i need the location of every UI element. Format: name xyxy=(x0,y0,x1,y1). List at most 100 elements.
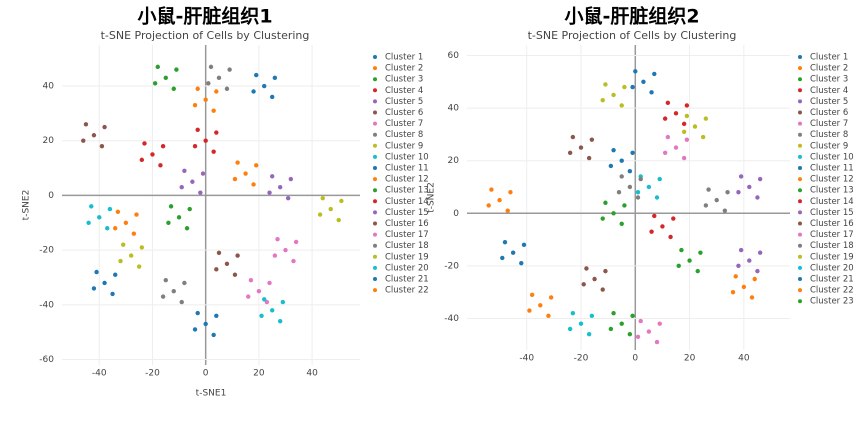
legend-item[interactable]: Cluster 11 xyxy=(798,164,854,174)
legend-item[interactable]: Cluster 22 xyxy=(373,286,429,296)
x-tick-label: 20 xyxy=(684,354,696,364)
point xyxy=(216,250,222,256)
legend-item[interactable]: Cluster 14 xyxy=(373,197,429,207)
point xyxy=(519,261,524,266)
legend-item[interactable]: Cluster 11 xyxy=(373,164,429,174)
point xyxy=(155,64,160,70)
point xyxy=(652,71,657,77)
legend-marker xyxy=(798,188,802,193)
legend-item[interactable]: Cluster 19 xyxy=(798,252,854,262)
legend-marker xyxy=(798,154,802,159)
legend-marker xyxy=(373,221,377,226)
point xyxy=(567,326,573,332)
point xyxy=(706,187,711,192)
point xyxy=(508,190,513,195)
point xyxy=(700,134,706,140)
legend-item[interactable]: Cluster 16 xyxy=(373,219,429,229)
y-axis-label: t-SNE2 xyxy=(427,182,437,213)
legend-marker xyxy=(373,99,377,104)
legend-label: Cluster 17 xyxy=(810,230,854,240)
point xyxy=(262,297,267,302)
legend-item[interactable]: Cluster 20 xyxy=(373,263,429,273)
point xyxy=(267,280,272,286)
legend-item[interactable]: Cluster 16 xyxy=(798,219,854,229)
point xyxy=(622,84,627,90)
legend-label: Cluster 22 xyxy=(810,286,854,296)
point xyxy=(671,216,676,221)
point xyxy=(486,203,491,208)
legend-item[interactable]: Cluster 15 xyxy=(798,208,854,218)
point xyxy=(224,261,230,267)
legend-label: Cluster 7 xyxy=(810,119,848,129)
point xyxy=(630,84,635,90)
x-tick-label: -40 xyxy=(92,369,107,379)
legend-item[interactable]: Cluster 20 xyxy=(798,263,854,273)
legend-label: Cluster 18 xyxy=(810,241,854,251)
point xyxy=(275,236,280,242)
point xyxy=(654,339,660,345)
legend-item[interactable]: Cluster 21 xyxy=(798,275,854,285)
legend-item[interactable]: Cluster 12 xyxy=(373,175,429,185)
point xyxy=(654,195,660,200)
point xyxy=(619,221,624,226)
legend-item[interactable]: Cluster 8 xyxy=(798,130,848,140)
legend-item[interactable]: Cluster 9 xyxy=(798,141,848,151)
legend-label: Cluster 9 xyxy=(385,141,423,151)
legend-label: Cluster 19 xyxy=(810,252,854,262)
legend-item[interactable]: Cluster 2 xyxy=(798,64,848,74)
y-tick-label: 40 xyxy=(448,104,460,114)
legend-item[interactable]: Cluster 5 xyxy=(798,97,848,107)
legend-item[interactable]: Cluster 12 xyxy=(798,175,854,185)
legend-marker xyxy=(373,254,377,259)
legend-item[interactable]: Cluster 10 xyxy=(373,152,429,162)
y-tick-label: 20 xyxy=(43,136,55,146)
point xyxy=(619,321,624,326)
legend-item[interactable]: Cluster 13 xyxy=(373,186,429,196)
point xyxy=(722,208,728,213)
legend-item[interactable]: Cluster 3 xyxy=(798,75,848,85)
legend-label: Cluster 5 xyxy=(810,97,848,107)
legend-item[interactable]: Cluster 15 xyxy=(373,208,429,218)
point xyxy=(749,295,755,300)
point xyxy=(254,163,259,168)
point xyxy=(81,138,86,143)
legend-item[interactable]: Cluster 1 xyxy=(373,53,423,63)
point xyxy=(660,224,665,229)
legend-item[interactable]: Cluster 17 xyxy=(798,230,854,240)
legend-item[interactable]: Cluster 18 xyxy=(798,241,854,251)
point xyxy=(139,157,145,163)
legend-item[interactable]: Cluster 8 xyxy=(373,130,423,140)
point xyxy=(649,229,654,234)
legend-item[interactable]: Cluster 10 xyxy=(798,152,854,162)
legend-item[interactable]: Cluster 9 xyxy=(373,141,423,151)
legend-marker xyxy=(798,166,802,170)
point xyxy=(586,332,592,337)
legend-item[interactable]: Cluster 4 xyxy=(373,86,423,96)
legend-item[interactable]: Cluster 23 xyxy=(798,297,854,307)
point xyxy=(676,263,681,269)
legend-item[interactable]: Cluster 2 xyxy=(373,64,423,74)
point xyxy=(578,145,584,150)
legend-item[interactable]: Cluster 18 xyxy=(373,241,429,251)
point xyxy=(269,94,275,100)
legend-item[interactable]: Cluster 1 xyxy=(798,53,848,63)
legend-item[interactable]: Cluster 7 xyxy=(373,119,423,129)
legend-item[interactable]: Cluster 22 xyxy=(798,286,854,296)
point xyxy=(91,286,97,291)
point xyxy=(259,313,264,318)
legend-item[interactable]: Cluster 5 xyxy=(373,97,423,107)
legend-item[interactable]: Cluster 13 xyxy=(798,186,854,196)
legend-label: Cluster 3 xyxy=(385,75,423,85)
point xyxy=(738,247,744,253)
legend-item[interactable]: Cluster 21 xyxy=(373,275,429,285)
legend-item[interactable]: Cluster 17 xyxy=(373,230,429,240)
legend-item[interactable]: Cluster 4 xyxy=(798,86,848,96)
legend-item[interactable]: Cluster 6 xyxy=(798,108,848,118)
legend-item[interactable]: Cluster 7 xyxy=(798,119,848,129)
legend-item[interactable]: Cluster 6 xyxy=(373,108,423,118)
point xyxy=(291,258,296,264)
legend-item[interactable]: Cluster 19 xyxy=(373,252,429,262)
legend-item[interactable]: Cluster 3 xyxy=(373,75,423,85)
legend-item[interactable]: Cluster 14 xyxy=(798,197,854,207)
legend-marker xyxy=(373,199,377,204)
